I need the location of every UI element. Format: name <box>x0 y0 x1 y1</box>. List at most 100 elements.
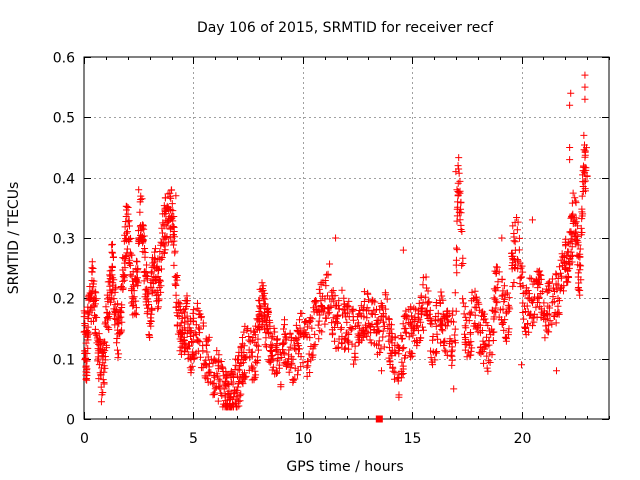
data-point <box>514 265 522 273</box>
data-point <box>173 312 181 320</box>
data-point <box>348 307 356 315</box>
data-point <box>366 322 374 330</box>
data-point <box>438 292 446 300</box>
data-point <box>475 348 483 356</box>
data-point <box>345 330 353 338</box>
data-point <box>437 288 445 296</box>
data-point <box>132 304 140 312</box>
data-point <box>171 233 179 241</box>
data-point <box>143 285 151 293</box>
data-point <box>363 332 371 340</box>
x-tick-label: 15 <box>404 431 422 447</box>
data-point <box>331 292 339 300</box>
data-point <box>268 334 276 342</box>
data-point <box>520 315 528 323</box>
data-point <box>285 368 293 376</box>
data-point <box>568 211 576 219</box>
data-point <box>141 268 149 276</box>
data-point <box>493 299 501 307</box>
data-point <box>498 319 506 327</box>
data-point <box>548 320 556 328</box>
data-point <box>484 367 492 375</box>
data-point <box>306 368 314 376</box>
data-point <box>121 223 129 231</box>
data-point <box>566 101 574 109</box>
data-point <box>402 307 410 315</box>
data-point <box>123 245 131 253</box>
data-point <box>316 327 324 335</box>
data-point <box>326 295 334 303</box>
data-point <box>471 311 479 319</box>
data-point <box>350 360 358 368</box>
data-point <box>395 391 403 399</box>
data-point <box>216 383 224 391</box>
data-point <box>127 234 135 242</box>
data-point <box>156 277 164 285</box>
data-point <box>574 283 582 291</box>
data-point <box>83 357 91 365</box>
data-point <box>134 279 142 287</box>
data-point <box>422 273 430 281</box>
data-point <box>246 354 254 362</box>
data-point <box>118 282 125 290</box>
data-point <box>394 377 402 385</box>
data-point <box>454 192 462 200</box>
data-point <box>109 249 117 257</box>
data-point <box>236 397 244 405</box>
data-point <box>429 361 437 369</box>
data-point <box>419 323 427 331</box>
y-tick-label: 0.4 <box>53 172 75 188</box>
data-point <box>470 295 478 303</box>
data-point <box>505 303 513 311</box>
data-point <box>84 314 92 322</box>
data-point <box>256 297 264 305</box>
data-point <box>119 284 127 292</box>
data-point <box>378 312 386 320</box>
data-point <box>161 246 169 254</box>
data-point <box>528 314 536 322</box>
data-point <box>549 284 557 292</box>
data-point <box>168 200 176 208</box>
data-point <box>369 297 377 305</box>
data-point <box>425 298 433 306</box>
data-point <box>235 397 243 405</box>
data-point <box>408 352 416 360</box>
data-point <box>151 245 159 253</box>
data-point <box>229 369 237 377</box>
data-point <box>311 341 319 349</box>
data-point <box>250 328 258 336</box>
data-point <box>424 300 432 308</box>
data-point <box>322 314 330 322</box>
data-point <box>574 232 582 240</box>
data-point <box>438 325 446 333</box>
data-point <box>156 248 164 256</box>
data-point <box>378 304 386 312</box>
data-point <box>534 299 542 307</box>
data-point <box>416 337 424 345</box>
data-point <box>347 326 355 334</box>
data-point <box>176 347 184 355</box>
data-point <box>553 367 560 375</box>
y-axis-label: SRMTID / TECUs <box>6 182 22 295</box>
data-point <box>138 195 146 203</box>
data-point <box>567 89 575 97</box>
data-point <box>480 359 488 367</box>
data-point <box>144 298 152 306</box>
data-point <box>81 322 89 330</box>
data-point <box>566 144 574 151</box>
data-point <box>170 213 178 221</box>
data-point <box>344 302 352 310</box>
data-point <box>83 366 91 374</box>
data-point <box>510 237 518 245</box>
data-point <box>109 253 117 261</box>
data-point <box>269 333 277 341</box>
data-point <box>207 369 215 377</box>
data-point <box>371 311 379 319</box>
data-point <box>217 389 225 397</box>
data-point <box>305 319 313 327</box>
data-point <box>315 285 323 293</box>
data-point <box>170 261 178 269</box>
data-point <box>126 271 134 279</box>
data-point <box>448 346 456 354</box>
data-point <box>125 260 133 268</box>
